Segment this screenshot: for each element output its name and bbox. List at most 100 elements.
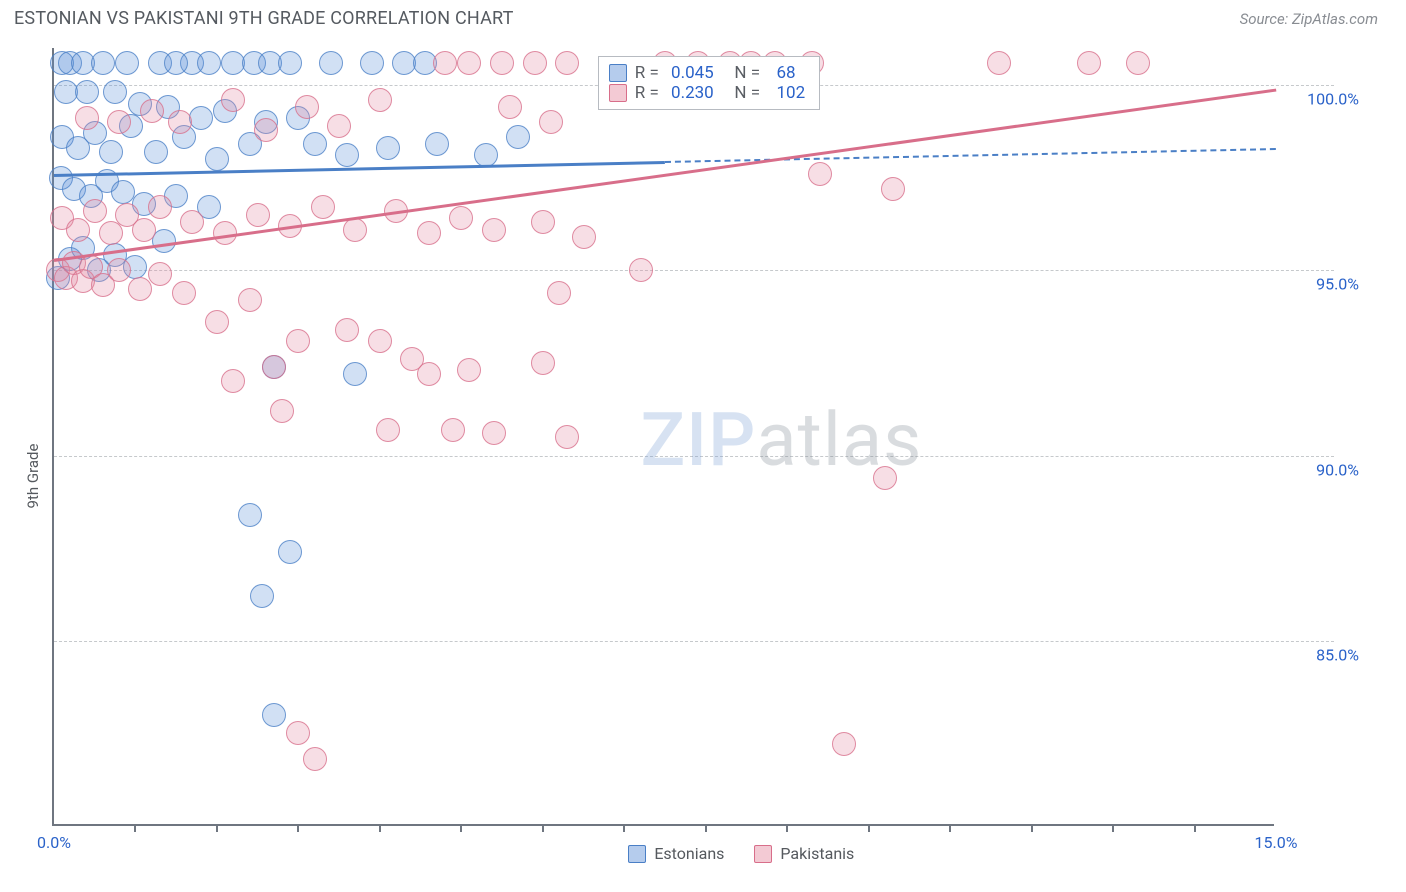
legend-swatch: [609, 84, 627, 102]
scatter-point: [262, 703, 286, 727]
scatter-point: [531, 351, 555, 375]
xtick-mark: [786, 824, 788, 832]
scatter-point: [107, 110, 131, 134]
scatter-point: [99, 140, 123, 164]
gridline-h: [54, 270, 1334, 271]
scatter-point: [873, 466, 897, 490]
scatter-point: [172, 281, 196, 305]
scatter-point: [99, 221, 123, 245]
scatter-point: [555, 425, 579, 449]
scatter-point: [368, 329, 392, 353]
xtick-mark: [460, 824, 462, 832]
scatter-point: [1126, 51, 1150, 75]
legend-item: Estonians: [628, 844, 724, 863]
scatter-point: [335, 143, 359, 167]
scatter-point: [572, 225, 596, 249]
scatter-point: [506, 125, 530, 149]
ytick-label: 95.0%: [1316, 275, 1359, 294]
scatter-point: [376, 418, 400, 442]
legend-swatch: [609, 64, 627, 82]
xtick-mark: [1031, 824, 1033, 832]
scatter-point: [75, 106, 99, 130]
xtick-mark: [134, 824, 136, 832]
scatter-point: [303, 747, 327, 771]
scatter-point: [205, 310, 229, 334]
scatter-point: [343, 362, 367, 386]
scatter-point: [197, 51, 221, 75]
scatter-point: [238, 288, 262, 312]
scatter-point: [221, 369, 245, 393]
scatter-point: [75, 80, 99, 104]
ytick-label: 100.0%: [1307, 90, 1359, 109]
scatter-point: [286, 329, 310, 353]
scatter-point: [1077, 51, 1101, 75]
scatter-point: [262, 355, 286, 379]
gridline-h: [54, 456, 1334, 457]
scatter-point: [254, 118, 278, 142]
scatter-point: [83, 199, 107, 223]
scatter-point: [629, 258, 653, 282]
scatter-point: [555, 51, 579, 75]
scatter-point: [103, 80, 127, 104]
scatter-point: [319, 51, 343, 75]
scatter-point: [808, 162, 832, 186]
scatter-point: [368, 88, 392, 112]
scatter-point: [270, 399, 294, 423]
scatter-point: [547, 281, 571, 305]
scatter-point: [531, 210, 555, 234]
scatter-point: [164, 51, 188, 75]
xtick-mark: [705, 824, 707, 832]
scatter-point: [482, 218, 506, 242]
scatter-point: [128, 277, 152, 301]
scatter-point: [152, 229, 176, 253]
scatter-point: [311, 195, 335, 219]
scatter-point: [457, 51, 481, 75]
ytick-label: 90.0%: [1316, 460, 1359, 479]
scatter-point: [221, 88, 245, 112]
scatter-point: [250, 584, 274, 608]
scatter-point: [205, 147, 229, 171]
scatter-point: [144, 140, 168, 164]
series-legend: Estonians Pakistanis: [628, 844, 854, 863]
scatter-point: [417, 362, 441, 386]
xtick-mark: [297, 824, 299, 832]
xtick-mark: [949, 824, 951, 832]
legend-label: Estonians: [654, 844, 724, 863]
legend-row: R = 0.045 N = 68: [609, 63, 805, 83]
trend-line: [54, 89, 1276, 262]
xtick-mark: [216, 824, 218, 832]
xtick-label: 15.0%: [1255, 833, 1298, 852]
xtick-mark: [379, 824, 381, 832]
scatter-point: [335, 318, 359, 342]
scatter-point: [148, 262, 172, 286]
scatter-point: [482, 421, 506, 445]
scatter-point: [278, 540, 302, 564]
source-label: Source: ZipAtlas.com: [1240, 10, 1378, 28]
legend-item: Pakistanis: [754, 844, 854, 863]
scatter-point: [107, 258, 131, 282]
ytick-label: 85.0%: [1316, 645, 1359, 664]
legend-label: Pakistanis: [780, 844, 854, 863]
scatter-point: [303, 132, 327, 156]
scatter-point: [360, 51, 384, 75]
scatter-point: [189, 106, 213, 130]
scatter-point: [115, 51, 139, 75]
chart-title: ESTONIAN VS PAKISTANI 9TH GRADE CORRELAT…: [14, 8, 514, 29]
scatter-point: [180, 210, 204, 234]
xtick-mark: [1112, 824, 1114, 832]
correlation-legend: R = 0.045 N = 68R = 0.230 N = 102: [598, 56, 820, 110]
xtick-mark: [623, 824, 625, 832]
legend-swatch: [754, 845, 772, 863]
scatter-point: [132, 218, 156, 242]
legend-swatch: [628, 845, 646, 863]
scatter-point: [490, 51, 514, 75]
plot-area: 100.0%95.0%90.0%85.0%0.0%15.0%9th GradeZ…: [52, 48, 1274, 826]
scatter-point: [449, 206, 473, 230]
scatter-point: [91, 51, 115, 75]
scatter-point: [539, 110, 563, 134]
scatter-point: [66, 218, 90, 242]
scatter-point: [140, 99, 164, 123]
scatter-point: [832, 732, 856, 756]
scatter-point: [238, 503, 262, 527]
scatter-point: [433, 51, 457, 75]
